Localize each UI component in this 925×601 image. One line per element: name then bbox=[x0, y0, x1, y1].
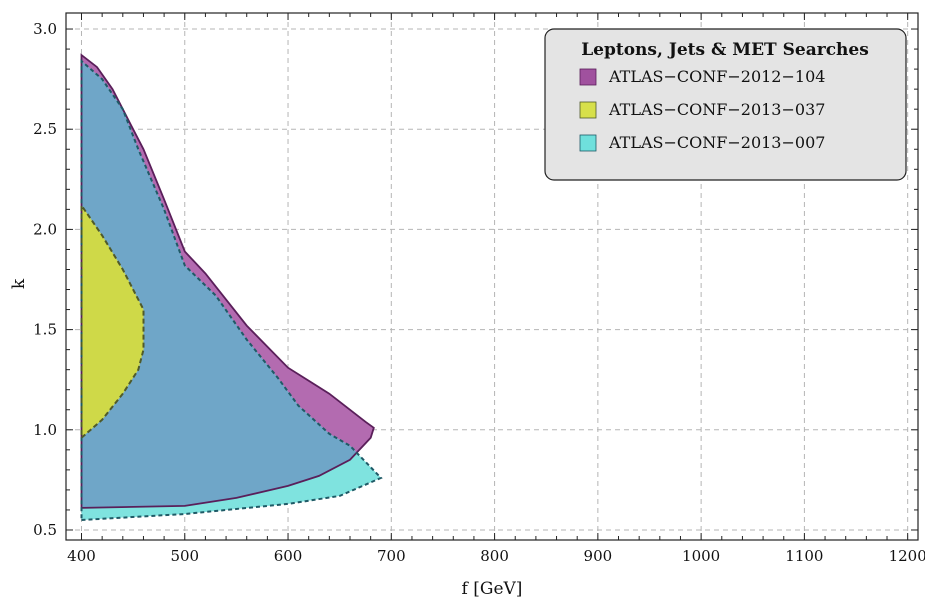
x-tick-label: 600 bbox=[274, 547, 303, 565]
region-outlines bbox=[80, 53, 383, 522]
x-tick-label: 500 bbox=[170, 547, 199, 565]
legend-box bbox=[544, 28, 907, 181]
legend-swatch-2013-037 bbox=[579, 101, 597, 119]
axis-ticks bbox=[66, 13, 918, 540]
x-tick-label: 1100 bbox=[785, 547, 823, 565]
legend-title: Leptons, Jets & MET Searches bbox=[581, 40, 869, 60]
y-tick-label: 1.5 bbox=[33, 321, 57, 339]
legend-swatch-2012-104 bbox=[579, 68, 597, 86]
region-outline-2013-037 bbox=[80, 202, 145, 441]
x-tick-label: 400 bbox=[67, 547, 96, 565]
overlap-regions bbox=[81, 61, 374, 508]
legend: Leptons, Jets & MET Searches ATLAS−CONF−… bbox=[544, 28, 907, 181]
y-tick-label: 3.0 bbox=[33, 20, 57, 38]
legend-entries: ATLAS−CONF−2012−104 ATLAS−CONF−2013−037 AT… bbox=[579, 67, 825, 152]
y-tick-label: 1.0 bbox=[33, 421, 57, 439]
y-tick-label: 2.0 bbox=[33, 220, 57, 238]
y-tick-label: 0.5 bbox=[33, 521, 57, 539]
plot-frame bbox=[65, 12, 919, 541]
x-tick-label: 900 bbox=[584, 547, 613, 565]
region-fill-2013-037 bbox=[81, 205, 144, 438]
y-axis-label: k bbox=[9, 278, 29, 289]
x-tick-label: 1200 bbox=[889, 547, 925, 565]
region-overlap-blue bbox=[81, 61, 374, 508]
y-tick-label: 2.5 bbox=[33, 120, 57, 138]
region-outline-2013-007 bbox=[80, 58, 383, 522]
tick-labels: 400 500 600 700 800 900 1000 1100 1200 0.5 1.0 1.5 2… bbox=[33, 20, 925, 565]
grid-lines bbox=[66, 13, 918, 540]
legend-label-2013-007: ATLAS−CONF−2013−007 bbox=[608, 133, 825, 152]
x-tick-label: 700 bbox=[377, 547, 406, 565]
legend-label-2012-104: ATLAS−CONF−2012−104 bbox=[608, 67, 825, 86]
legend-swatch-2013-007 bbox=[579, 134, 597, 152]
x-axis-label: f [GeV] bbox=[462, 579, 523, 599]
legend-label-2013-037: ATLAS−CONF−2013−037 bbox=[608, 100, 825, 119]
x-tick-label: 800 bbox=[480, 547, 509, 565]
x-tick-label: 1000 bbox=[682, 547, 720, 565]
